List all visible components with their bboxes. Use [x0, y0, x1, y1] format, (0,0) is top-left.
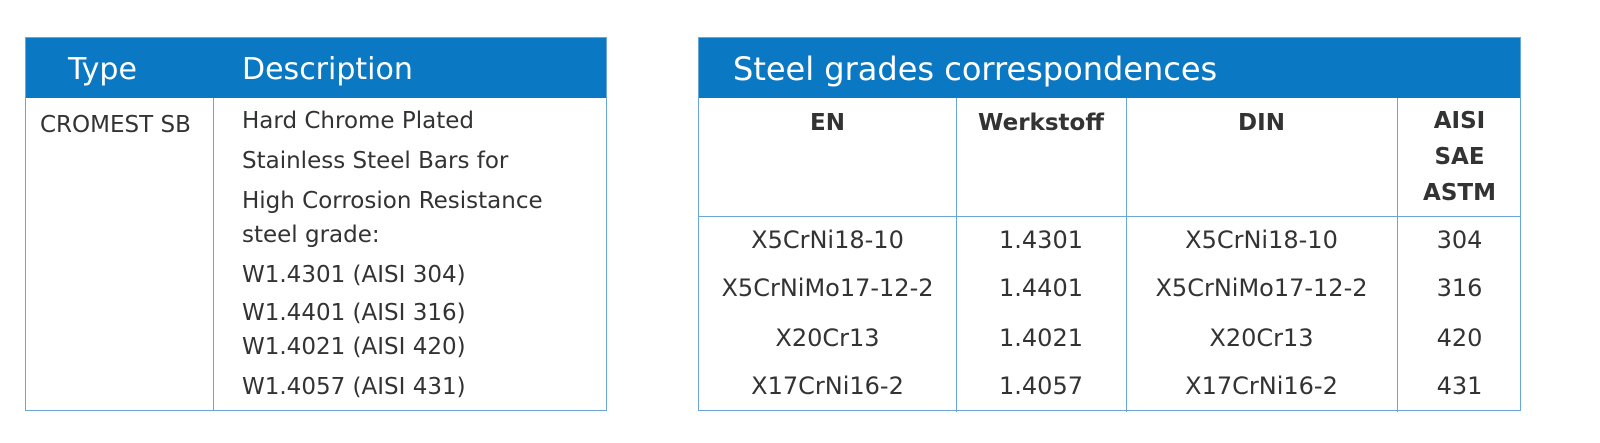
table-cell: X5CrNiMo17-12-2 — [1155, 274, 1368, 302]
column-header: SAE — [1434, 144, 1485, 170]
column-divider — [1126, 98, 1127, 412]
table-title-bar: Steel grades correspondences — [699, 38, 1520, 98]
column-header: EN — [810, 110, 845, 136]
table-header: Type Description — [26, 38, 606, 98]
table-cell: X5CrNiMo17-12-2 — [721, 274, 934, 302]
table-cell: 1.4401 — [999, 274, 1083, 302]
description-line: W1.4401 (AISI 316) — [242, 300, 466, 326]
column-divider — [213, 98, 214, 411]
column-divider — [1397, 98, 1398, 412]
column-header: ASTM — [1423, 180, 1496, 206]
description-line: W1.4301 (AISI 304) — [242, 262, 466, 288]
description-line: W1.4021 (AISI 420) — [242, 334, 466, 360]
description-line: steel grade: — [242, 222, 380, 248]
table-cell: 304 — [1436, 226, 1483, 254]
column-divider — [956, 98, 957, 412]
header-cell: Description — [242, 52, 413, 87]
table-cell: X20Cr13 — [1209, 324, 1314, 352]
steel-table: Steel grades correspondences EN Werkstoff… — [698, 37, 1521, 412]
table-cell: 1.4021 — [999, 324, 1083, 352]
description-line: High Corrosion Resistance — [242, 188, 543, 214]
description-line: Stainless Steel Bars for — [242, 148, 509, 174]
description-line: Hard Chrome Plated — [242, 108, 474, 134]
header-cell: Type — [68, 52, 137, 87]
table-cell: 431 — [1436, 372, 1483, 400]
table-title: Steel grades correspondences — [733, 50, 1218, 88]
type-table: Type Description CROMEST SB Hard Chrome … — [25, 37, 607, 411]
table-cell: 1.4057 — [999, 372, 1083, 400]
table-cell: 420 — [1436, 324, 1483, 352]
description-line: W1.4057 (AISI 431) — [242, 374, 466, 400]
table-cell: X17CrNi16-2 — [1185, 372, 1338, 400]
column-header: Werkstoff — [978, 110, 1104, 136]
table-cell: 1.4301 — [999, 226, 1083, 254]
table-cell: X5CrNi18-10 — [751, 226, 904, 254]
table-cell: X17CrNi16-2 — [751, 372, 904, 400]
table-cell: X20Cr13 — [775, 324, 880, 352]
table-cell: X5CrNi18-10 — [1185, 226, 1338, 254]
row-divider — [699, 216, 1520, 217]
column-header: AISI — [1433, 108, 1486, 134]
table-cell: 316 — [1436, 274, 1483, 302]
type-cell: CROMEST SB — [40, 112, 191, 138]
column-header: DIN — [1238, 110, 1285, 136]
